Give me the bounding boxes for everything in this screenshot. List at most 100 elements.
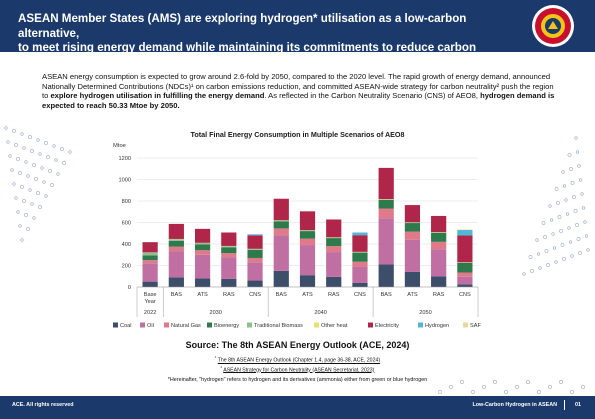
decorative-dot <box>581 206 586 210</box>
reference-2-link[interactable]: ASEAN Strategy for Carbon Neutrality (AS… <box>223 367 375 374</box>
x-tick-label: Year <box>144 299 155 305</box>
decorative-dot <box>60 147 64 151</box>
bar-segment <box>142 255 158 261</box>
legend-swatch <box>140 322 145 328</box>
intro-paragraph: ASEAN energy consumption is expected to … <box>42 72 560 110</box>
decorative-dot <box>12 129 16 133</box>
y-tick-label: 1200 <box>119 156 131 162</box>
decorative-dot <box>528 255 533 259</box>
decorative-dot <box>578 178 583 182</box>
decorative-dot <box>562 257 566 261</box>
decorative-dot <box>581 385 585 389</box>
x-tick-label: BAS <box>381 292 392 298</box>
decorative-dot <box>559 380 563 384</box>
bar-segment <box>404 223 421 232</box>
decorative-dot <box>575 150 580 154</box>
decorative-dot <box>561 170 565 174</box>
decorative-dot <box>12 182 16 186</box>
decorative-dot <box>535 238 539 242</box>
decorative-dot <box>38 152 42 156</box>
decorative-dot <box>580 192 584 196</box>
decorative-dot <box>554 260 558 264</box>
decorative-dot <box>493 380 497 384</box>
bar-segment <box>457 284 473 287</box>
bar-segment <box>326 252 342 277</box>
page-footer: ACE. All rights reserved Low-Carbon Hydr… <box>0 396 595 419</box>
bar-segment <box>299 231 316 239</box>
bar-segment <box>273 235 289 271</box>
intro-bold-1: explore hydrogen utilisation in fulfilli… <box>50 91 265 101</box>
decorative-dot <box>482 385 486 389</box>
decorative-dot <box>68 150 72 154</box>
bar-segment <box>404 239 421 272</box>
decorative-dot <box>8 154 12 158</box>
bar-segment <box>247 262 263 281</box>
y-tick-label: 1000 <box>119 178 131 184</box>
decorative-dot <box>18 224 22 228</box>
bar-segment <box>168 277 184 287</box>
bar-segment <box>194 243 211 245</box>
x-tick-label: BAS <box>171 292 182 298</box>
decorative-dot <box>34 177 38 181</box>
x-tick-label: BAS <box>276 292 287 298</box>
decorative-dot <box>48 169 52 173</box>
decorative-dot <box>551 232 555 236</box>
decorative-dot <box>24 213 28 217</box>
x-tick-label: ATS <box>197 292 208 298</box>
decorative-dot <box>560 243 565 247</box>
decorative-dot <box>564 198 568 202</box>
bar-segment <box>404 205 421 223</box>
decorative-dot <box>557 215 562 219</box>
y-tick-label: 200 <box>122 264 131 270</box>
decorative-dot <box>548 204 552 208</box>
bar-segment <box>273 221 289 229</box>
chart-source: Source: The 8th ASEAN Energy Outlook (AC… <box>185 340 410 350</box>
bar-segment <box>221 278 237 287</box>
bar-segment <box>457 272 473 277</box>
bar-segment <box>352 282 368 287</box>
decorative-dot <box>549 218 554 222</box>
bar-segment <box>326 276 342 287</box>
decorative-dot <box>569 167 573 171</box>
decorative-dot <box>26 227 30 231</box>
bar-segment <box>247 280 263 287</box>
bar-segment <box>168 246 184 252</box>
footer-doc-title: Low-Carbon Hydrogen in ASEAN <box>472 402 557 408</box>
decorative-dot <box>54 158 58 162</box>
decorative-dot <box>583 220 587 224</box>
bar-segment <box>194 244 211 251</box>
decorative-dot <box>4 126 8 130</box>
copyright-text: ACE. All rights reserved <box>12 402 74 408</box>
x-group-label: 2030 <box>209 310 221 316</box>
bar-segment <box>431 241 447 250</box>
bar-segment <box>299 230 316 232</box>
bar-segment <box>457 262 473 273</box>
decorative-dot <box>38 205 42 209</box>
decorative-dot <box>30 149 34 153</box>
bar-segment <box>378 218 394 265</box>
bar-segment <box>194 228 211 243</box>
title-line-1: ASEAN Member States (AMS) are exploring … <box>18 12 467 40</box>
decorative-dot <box>56 172 60 176</box>
page-header: ASEAN Member States (AMS) are exploring … <box>0 0 595 69</box>
decorative-dot <box>546 263 550 267</box>
decorative-dot <box>449 385 453 389</box>
reference-2-marker: ² <box>220 364 223 370</box>
bar-segment <box>404 271 421 287</box>
x-tick-label: CNS <box>249 292 261 298</box>
bar-segment <box>431 215 447 233</box>
bar-segment <box>168 223 184 239</box>
legend-swatch <box>207 322 212 328</box>
bar-segment <box>221 257 237 279</box>
y-tick-label: 400 <box>122 242 131 248</box>
decorative-dot <box>20 238 24 242</box>
bar-segment <box>299 238 316 246</box>
bar-segment <box>352 235 368 252</box>
reference-1-link[interactable]: The 8th ASEAN Energy Outlook (Chapter 1.… <box>217 357 381 364</box>
decorative-dot <box>40 166 44 170</box>
bar-segment <box>457 230 473 236</box>
bar-segment <box>273 270 289 287</box>
bar-segment <box>457 276 473 285</box>
bar-segment <box>352 232 368 236</box>
decorative-dot <box>577 164 581 168</box>
